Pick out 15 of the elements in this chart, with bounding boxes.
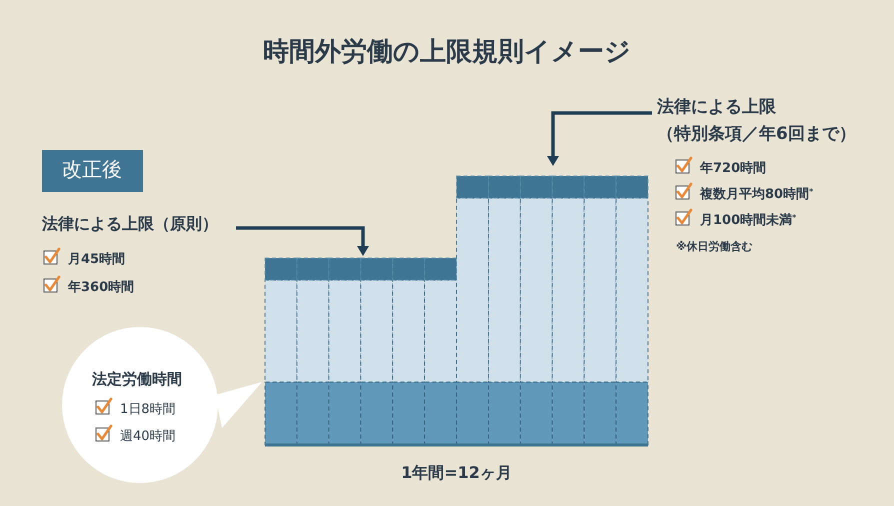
text: 週40時間 [120,429,176,444]
x-axis-title: 1年間=12ヶ月 [401,463,512,482]
text: 月100時間未満$^{*}$ [699,212,796,228]
text: 改正後 [62,157,122,181]
text: 年360時間 [67,280,134,295]
text: ※休日労働含む [676,240,753,253]
text: 法律による上限（原則） [41,214,218,233]
text: 複数月平均80時間$^{*}$ [699,186,814,202]
text: 年720時間 [699,161,766,176]
text: 法律による上限 [656,97,777,117]
text: （特別条項／年6回まで） [657,124,856,144]
text: 法定労働時間 [91,370,182,388]
text: 1日8時間 [120,402,176,417]
text: 月45時間 [67,252,126,267]
chart-title: 時間外労働の上限規則イメージ [263,37,631,67]
